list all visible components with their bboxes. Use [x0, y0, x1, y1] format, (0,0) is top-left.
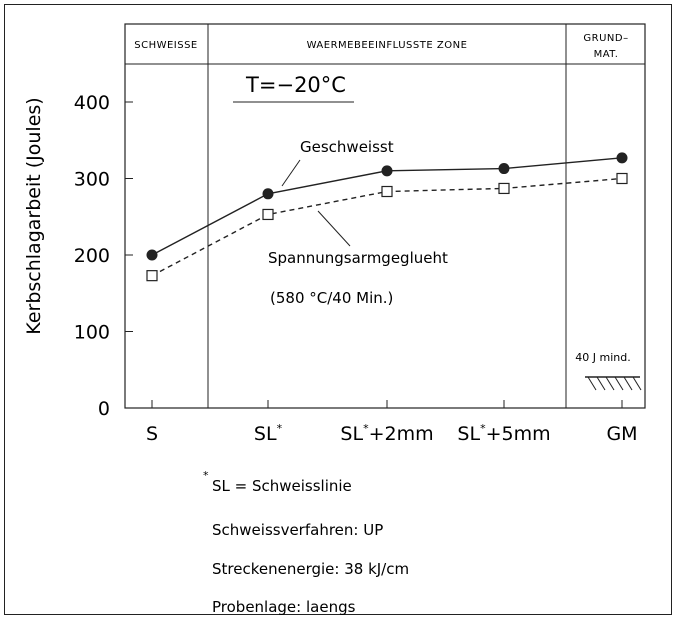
- hatch-stroke: [596, 376, 606, 391]
- leader-geschweisst: [281, 159, 301, 187]
- figure-frame: [4, 4, 672, 615]
- series-subtitle-spannungsarm: (580 °C/40 Min.): [270, 289, 393, 307]
- data-point-square: [146, 270, 158, 282]
- hatch-stroke: [623, 376, 633, 391]
- zone-label-weld: SCHWEISSE: [134, 40, 198, 51]
- y-axis-label: Kerbschlagarbeit (Joules): [23, 97, 45, 334]
- data-point-circle: [498, 163, 510, 175]
- x-tick-label: SL*: [254, 422, 283, 445]
- x-tick-label: GM: [606, 423, 637, 445]
- x-tick-label: SL*+2mm: [340, 422, 433, 445]
- data-point-circle: [616, 152, 628, 164]
- data-point-square: [381, 185, 393, 198]
- process-note: Schweissverfahren: UP: [212, 521, 383, 539]
- leader-spannungsarm: [317, 210, 351, 247]
- data-point-circle: [381, 165, 393, 177]
- hatch-stroke: [632, 376, 642, 391]
- position-note: Probenlage: laengs: [212, 598, 356, 616]
- y-tick-label: 300: [74, 169, 110, 191]
- hatch-stroke: [587, 376, 597, 391]
- minimum-label: 40 J mind.: [575, 351, 630, 364]
- zone-label-haz: WAERMEBEEINFLUSSTE ZONE: [307, 40, 468, 51]
- y-tick-label: 200: [74, 245, 110, 267]
- minimum-hatch-icon: [585, 376, 642, 391]
- temperature-label: T=−20°C: [245, 73, 346, 97]
- y-tick-label: 0: [98, 398, 110, 420]
- footnote-mark: *: [203, 469, 209, 482]
- y-tick-label: 400: [74, 92, 110, 114]
- data-point-circle: [262, 188, 274, 200]
- series-label-spannungsarm: Spannungsarmgeglueht: [268, 249, 448, 267]
- y-tick-label: 100: [74, 322, 110, 344]
- data-point-circle: [146, 249, 158, 261]
- energy-note: Streckenenergie: 38 kJ/cm: [212, 560, 409, 578]
- series-label-geschweisst: Geschweisst: [300, 138, 394, 156]
- data-point-square: [616, 172, 628, 185]
- data-point-square: [498, 182, 510, 195]
- footnote-text: SL = Schweisslinie: [212, 477, 352, 495]
- plot-frame: [124, 23, 646, 409]
- x-tick-label: S: [146, 423, 158, 445]
- data-point-square: [262, 208, 274, 221]
- zone-label-base-2: MAT.: [594, 49, 619, 60]
- x-tick-label: SL*+5mm: [457, 422, 550, 445]
- hatch-stroke: [614, 376, 624, 391]
- zone-label-base-1: GRUND–: [583, 33, 628, 44]
- hatch-stroke: [605, 376, 615, 391]
